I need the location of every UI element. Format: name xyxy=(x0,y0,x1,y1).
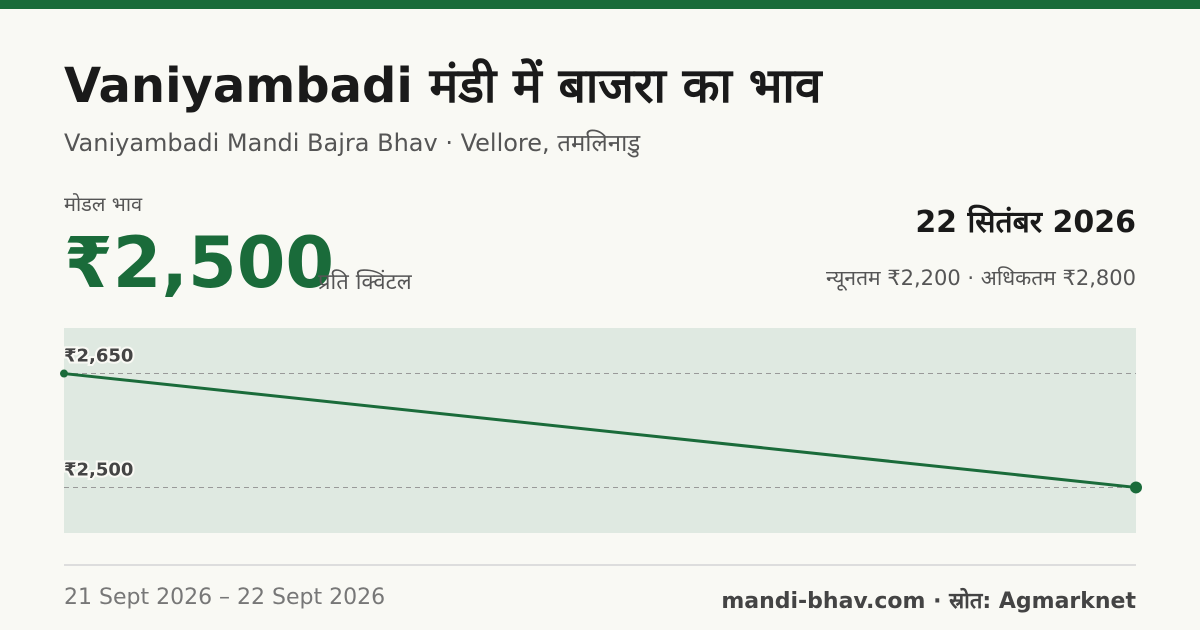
subtitle: Vaniyambadi Mandi Bajra Bhav · Vellore, … xyxy=(64,129,641,157)
price-date: 22 सितंबर 2026 xyxy=(915,205,1136,240)
price-range: न्यूनतम ₹2,200 · अधिकतम ₹2,800 xyxy=(826,266,1136,290)
top-bar xyxy=(0,0,1200,9)
point xyxy=(60,369,68,378)
y-tick-label: ₹2,500 xyxy=(64,459,133,480)
price-unit: प्रति क्विंटल xyxy=(318,270,412,295)
price-label: मोडल भाव xyxy=(64,192,143,216)
point xyxy=(1130,481,1142,494)
price-value: ₹2,500 xyxy=(64,222,335,304)
y-tick-label: ₹2,650 xyxy=(64,346,133,367)
line xyxy=(63,372,1137,489)
footer-source: mandi-bhav.com · स्रोत: Agmarknet xyxy=(721,589,1136,614)
footer-dates: 21 Sept 2026 – 22 Sept 2026 xyxy=(64,585,386,610)
title: Vaniyambadi मंडी में बाजरा का भाव xyxy=(64,58,822,114)
